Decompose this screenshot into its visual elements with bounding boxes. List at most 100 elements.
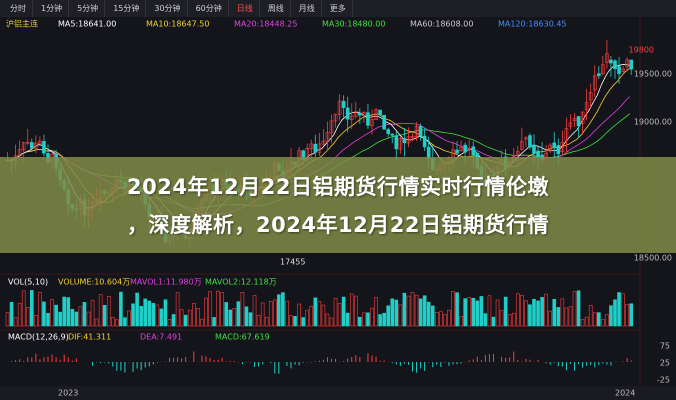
volume-bar xyxy=(167,319,172,327)
toolbar: 分时 1分钟 5分钟 15分钟 30分钟 60分钟 日线 周线 月线 更多 xyxy=(0,0,676,17)
volume-bar xyxy=(94,318,99,327)
volume-bar xyxy=(106,295,111,327)
volume-bar xyxy=(5,312,10,327)
volume-legend: MAVOL2:12.118万 xyxy=(205,278,277,287)
volume-bar xyxy=(90,299,95,327)
volume-bar xyxy=(135,292,139,327)
tab[interactable]: 15分钟 xyxy=(107,0,147,17)
volume-bar xyxy=(499,310,504,327)
ma-legend: MA120:18630.45 xyxy=(498,20,567,29)
volume-bar xyxy=(42,301,46,327)
ma-legend: MA60:18608.00 xyxy=(410,20,473,29)
volume-bar xyxy=(208,291,212,327)
volume-bar xyxy=(451,291,455,327)
volume-bar xyxy=(301,317,305,327)
volume-bar xyxy=(183,314,188,327)
volume-bar xyxy=(212,317,216,327)
volume-bar xyxy=(9,302,14,327)
volume-bar xyxy=(252,295,257,327)
volume-bar xyxy=(564,307,569,327)
volume-bar xyxy=(532,298,536,327)
volume-bar xyxy=(410,292,415,327)
volume-bar xyxy=(111,317,115,327)
volume-bar xyxy=(479,296,484,327)
volume-bar xyxy=(463,298,467,327)
volume-bar xyxy=(422,295,427,327)
volume-legend: MAVOL1:11.980万 xyxy=(130,278,202,287)
tab[interactable]: 5分钟 xyxy=(71,0,106,17)
volume-bar xyxy=(341,296,346,327)
volume-bar xyxy=(617,292,621,327)
volume-bar xyxy=(62,296,67,327)
volume-bar xyxy=(613,299,617,327)
volume-bar xyxy=(394,299,399,327)
volume-bar xyxy=(25,307,30,327)
tab[interactable]: 1分钟 xyxy=(35,0,70,17)
volume-bar xyxy=(511,312,516,327)
volume-bar xyxy=(13,317,18,327)
volume-bar xyxy=(272,299,277,327)
volume-bar xyxy=(248,312,253,327)
volume-bar xyxy=(434,312,439,327)
time-axis-label: 2023 xyxy=(58,389,78,398)
volume-bar xyxy=(123,317,127,327)
ma-legend: MA10:18647.50 xyxy=(146,20,209,29)
volume-bar xyxy=(580,318,585,327)
volume-bar xyxy=(289,315,293,327)
volume-bar xyxy=(220,292,224,327)
volume-bar xyxy=(402,292,407,327)
volume-bar xyxy=(524,300,528,327)
volume-bar xyxy=(305,309,310,327)
volume-bar xyxy=(333,297,338,327)
tab[interactable]: 更多 xyxy=(324,0,353,17)
volume-bar xyxy=(609,305,613,327)
volume-bar xyxy=(309,305,314,327)
ma-legend: MA30:18480.00 xyxy=(322,20,385,29)
tab[interactable]: 30分钟 xyxy=(148,0,188,17)
volume-bar xyxy=(471,297,476,327)
time-axis-bg xyxy=(0,386,676,400)
volume-bar xyxy=(487,295,492,327)
volume-legend: VOL(5,10) xyxy=(8,278,48,287)
volume-bar xyxy=(560,298,565,327)
volume-bar xyxy=(70,308,75,327)
volume-bar xyxy=(475,300,480,327)
volume-bar xyxy=(147,300,152,327)
volume-bar xyxy=(82,302,87,327)
volume-bar xyxy=(244,306,249,327)
volume-bar xyxy=(179,309,184,327)
macd-legend: DIF:41.311 xyxy=(68,333,111,342)
price-axis-label: 18500.00 xyxy=(634,254,672,263)
volume-bar xyxy=(151,303,156,327)
time-axis-label: 2024 xyxy=(615,389,635,398)
volume-bar xyxy=(224,302,228,327)
volume-bar xyxy=(426,301,431,327)
volume-bar xyxy=(216,290,220,327)
low-mark: 17455 xyxy=(280,258,305,267)
volume-bar xyxy=(605,314,609,327)
volume-bar xyxy=(17,302,22,327)
volume-bar xyxy=(46,312,50,327)
volume-bar xyxy=(29,290,34,327)
volume-bar xyxy=(515,293,520,327)
volume-bar xyxy=(200,318,204,327)
tab[interactable]: 日线 xyxy=(231,0,260,17)
macd-axis-label: -25 xyxy=(657,376,670,385)
volume-bar xyxy=(418,298,423,327)
volume-bar xyxy=(127,310,131,327)
volume-bar xyxy=(503,296,508,327)
volume-bar xyxy=(143,298,147,327)
volume-bar xyxy=(196,307,200,327)
volume-bar xyxy=(54,304,58,327)
volume-bar xyxy=(34,315,38,327)
volume-bar xyxy=(159,308,164,327)
tab[interactable]: 分时 xyxy=(4,0,33,17)
volume-bar xyxy=(78,306,83,327)
tab[interactable]: 月线 xyxy=(293,0,322,17)
ma-legend: MA20:18448.25 xyxy=(234,20,297,29)
tab[interactable]: 60分钟 xyxy=(190,0,229,17)
volume-bar xyxy=(50,299,54,327)
tab[interactable]: 周线 xyxy=(262,0,291,17)
volume-bar xyxy=(192,303,196,327)
volume-bar xyxy=(268,301,273,327)
